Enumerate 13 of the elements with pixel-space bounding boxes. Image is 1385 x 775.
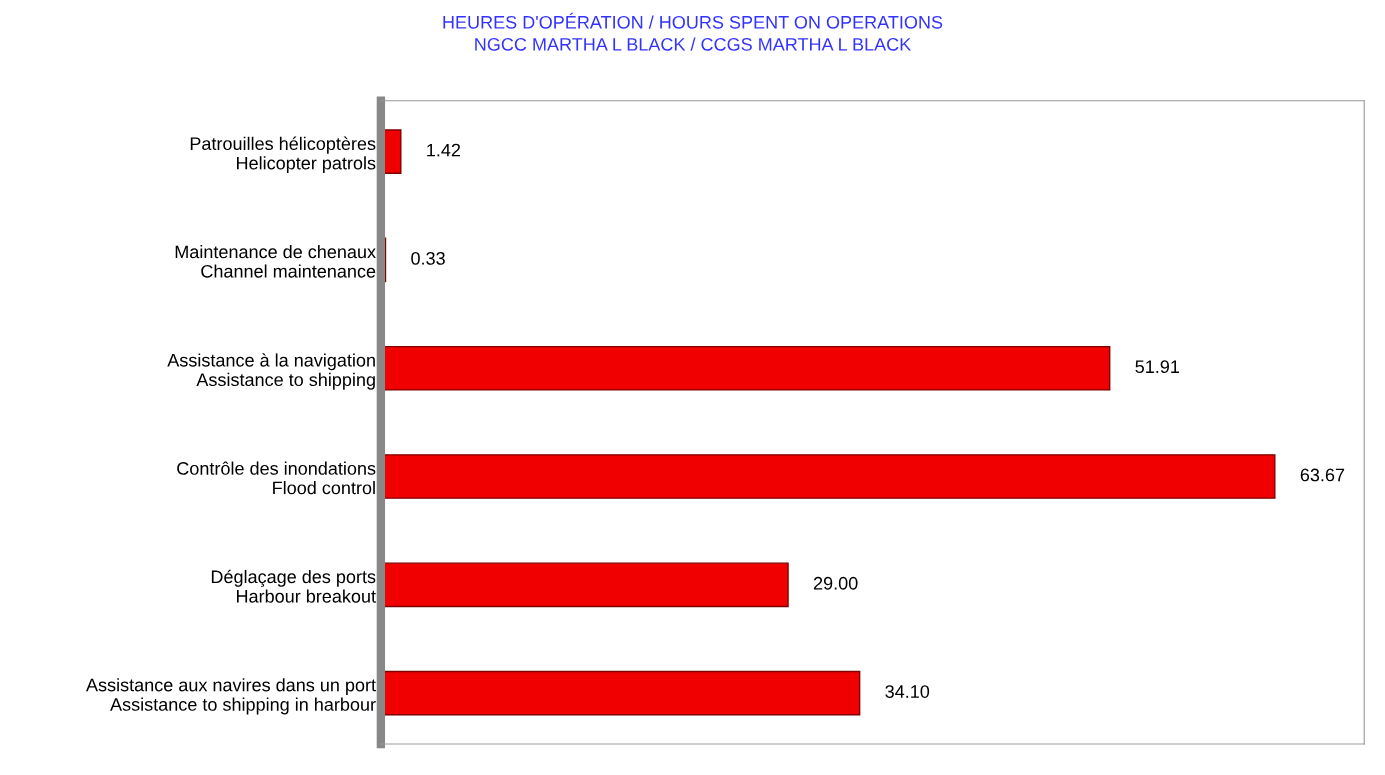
data-label: 34.10 [885, 685, 930, 698]
y-tick-label: Patrouilles hélicoptères Helicopter patrols [190, 136, 376, 174]
y-tick-label: Déglaçage des ports Harbour breakout [211, 569, 376, 603]
data-label: 63.67 [1300, 468, 1345, 482]
data-label: 1.42 [427, 143, 461, 157]
data-label: 0.33 [411, 252, 445, 265]
chart-title: HEURES D'OPÉRATION / HOURS SPENT ON OPERATIONS NGCC MARTHA L BLACK / CCGS MARTHA L BLACK [443, 12, 943, 51]
y-tick-label: Assistance aux navires dans un port Assistance to shipping in harbour [86, 678, 376, 715]
data-label: 29.00 [813, 576, 858, 590]
data-label: 51.91 [1135, 360, 1180, 374]
y-tick-label: Assistance à la navigation Assistance to shipping [167, 353, 375, 390]
y-tick-label: Maintenance de chenaux Channel maintenance [175, 244, 376, 278]
y-tick-label: Contrôle des inondations Flood control [177, 461, 376, 495]
